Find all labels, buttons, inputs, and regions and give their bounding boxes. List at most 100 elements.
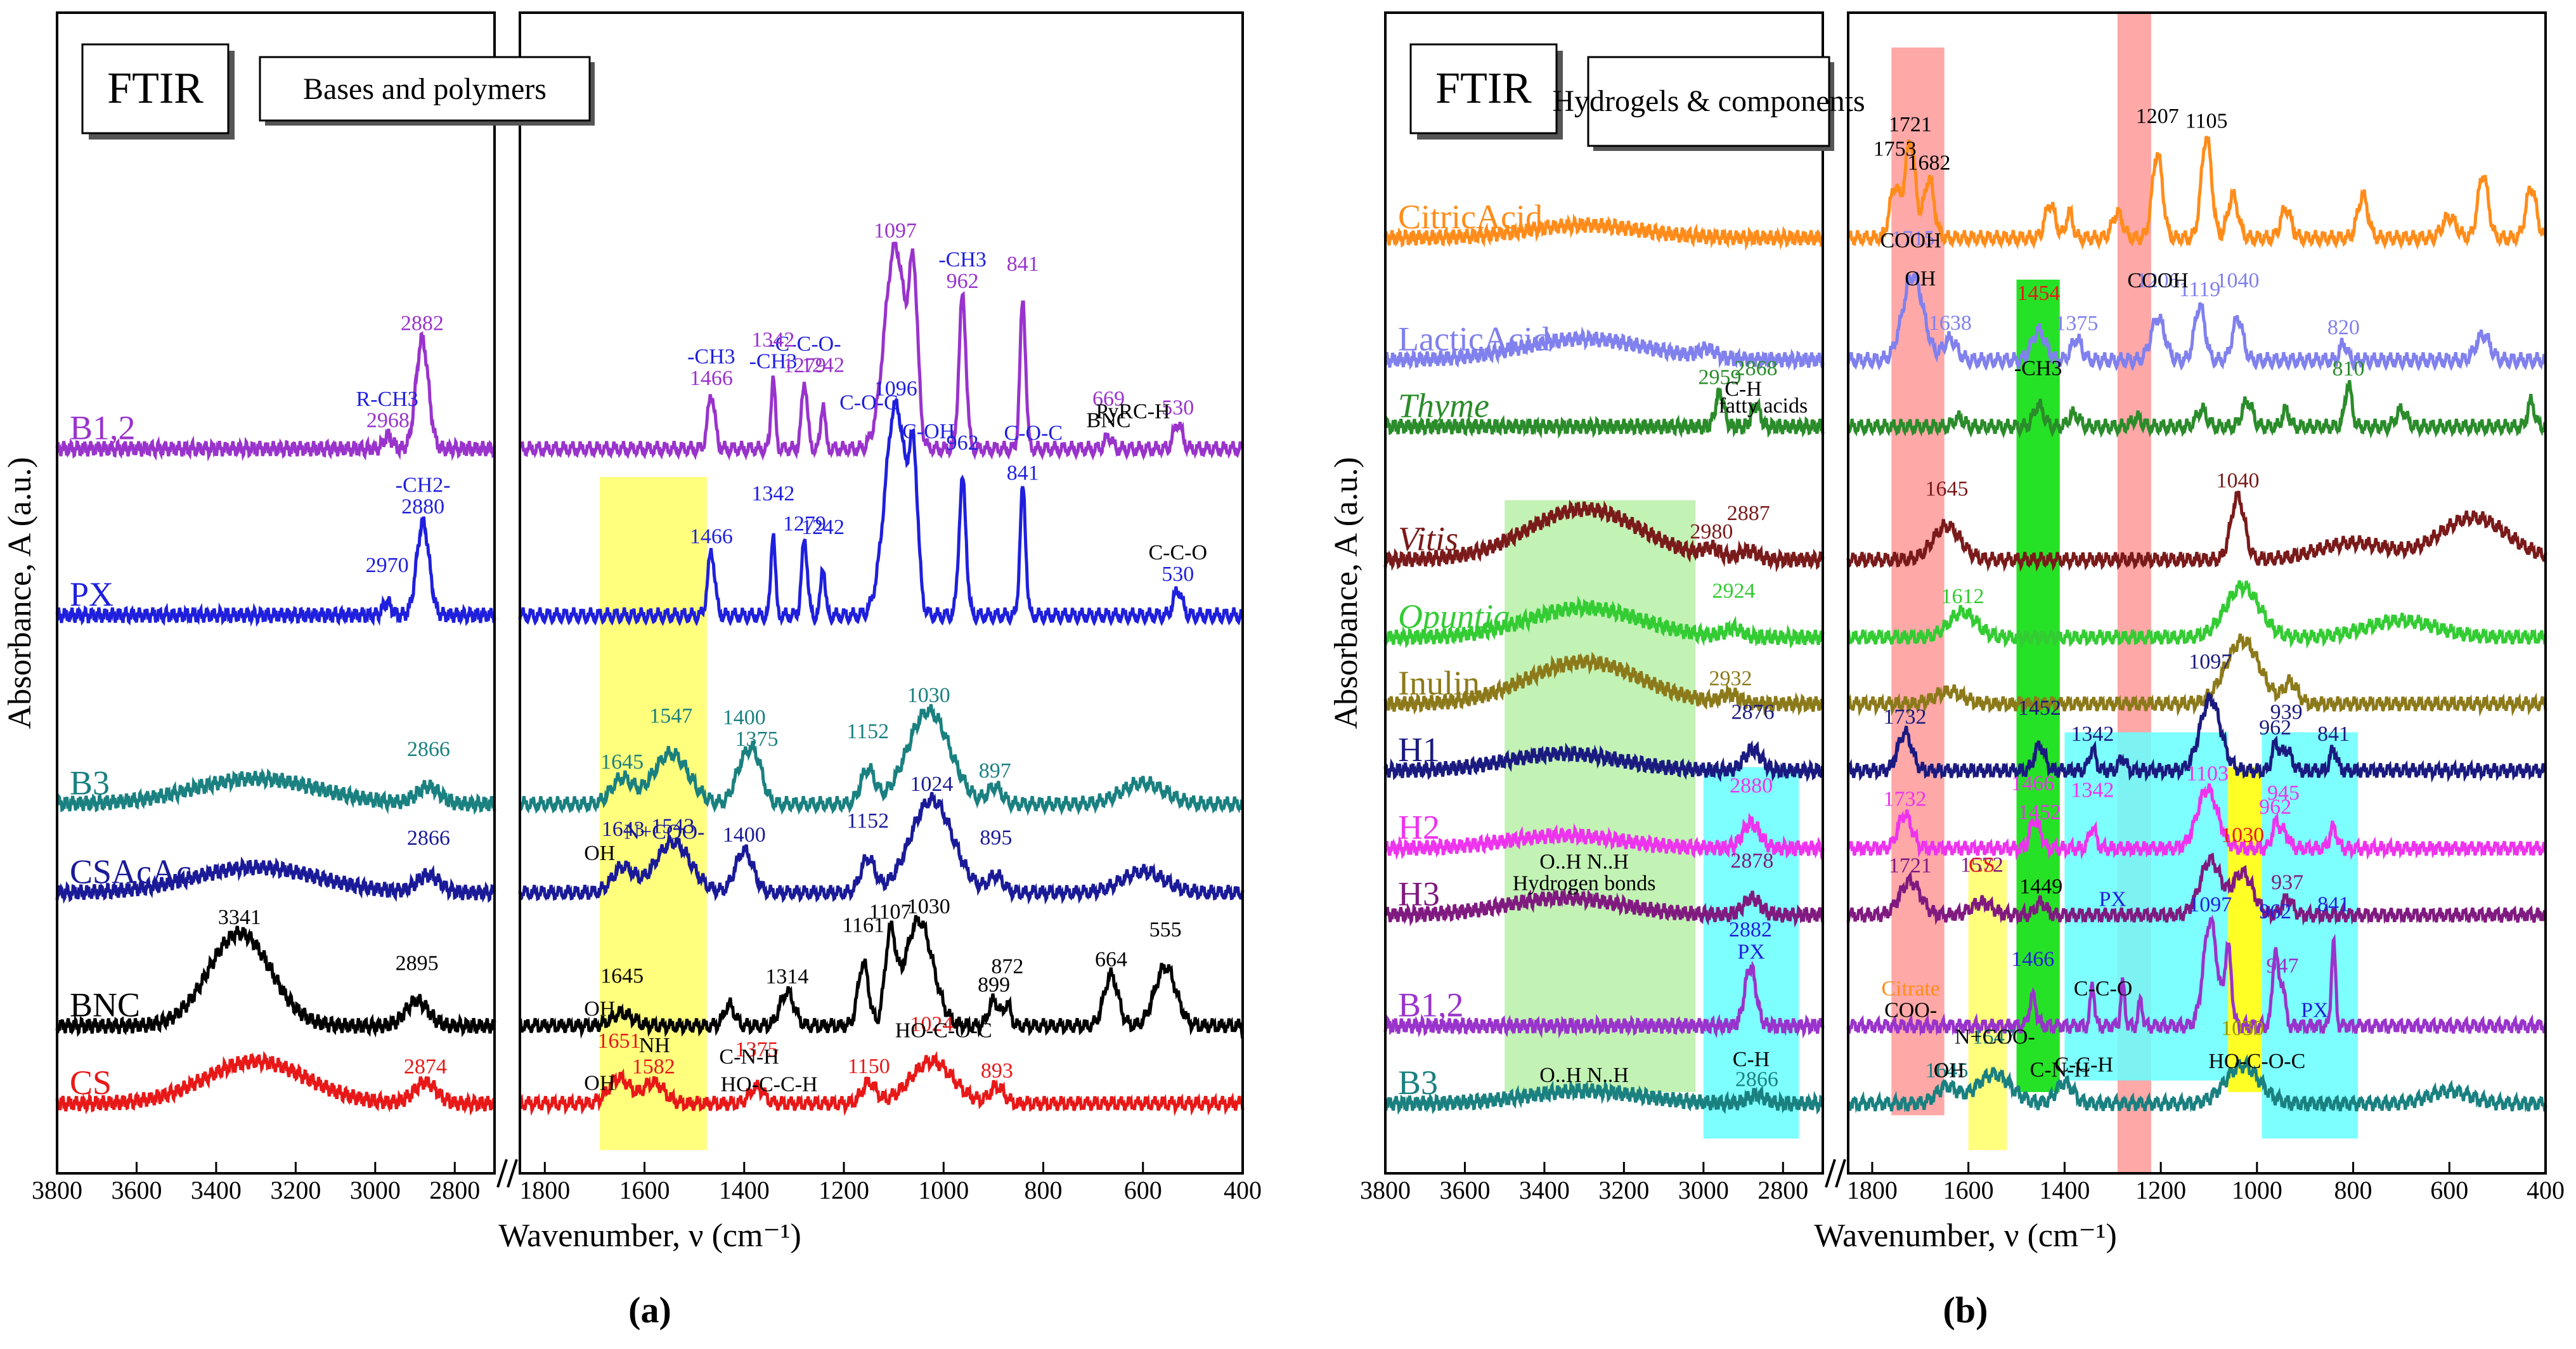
peak-label: 1030 [907, 895, 950, 918]
peak-label: 2866 [407, 826, 450, 850]
peak-label: 1040 [2216, 469, 2259, 493]
series-line-h1 [1846, 692, 2547, 783]
peak-label: N+COO- [1955, 1026, 2035, 1049]
peak-label: 899 [978, 974, 1010, 997]
peak-label: 1342 [751, 328, 794, 351]
peak-label: C-O-C [1004, 421, 1063, 445]
peak-label: -CH3 [2014, 356, 2062, 380]
series-name-label: H2 [1398, 809, 1440, 847]
method-label: FTIR [107, 64, 204, 113]
peak-label: OH [1905, 267, 1936, 290]
peak-label: C-N-H [719, 1045, 779, 1069]
peak-label: -C-C-O- [768, 332, 841, 356]
peak-label: 1375 [735, 1038, 778, 1061]
peak-label: 1449 [2019, 875, 2062, 899]
peak-label: NH [639, 1034, 670, 1057]
plot-frame-right [519, 11, 1244, 1175]
x-tick-label: 1600 [619, 1176, 670, 1204]
plot-frame-left [56, 11, 496, 1175]
peak-label: -CH3 [687, 345, 735, 368]
peak-label: C-H [1733, 1048, 1770, 1071]
x-tick-label: 1800 [519, 1176, 570, 1204]
peak-label: 1645 [1926, 1059, 1969, 1082]
peak-label: 1152 [846, 809, 889, 833]
chart-title: Hydrogels & components [1552, 84, 1865, 118]
peak-label: 1452 [2018, 696, 2061, 720]
series-line-b12 [1383, 960, 1825, 1039]
x-tick-label: 800 [2334, 1176, 2372, 1204]
peak-label: 2866 [407, 738, 450, 761]
series-line-opuntia [1383, 595, 1825, 649]
peak-label: 555 [1149, 918, 1182, 941]
series-name-label: Inulin [1398, 664, 1480, 702]
peak-label: 1242 [801, 516, 845, 539]
x-tick-label: 1800 [1847, 1176, 1898, 1204]
title-box [1587, 56, 1830, 147]
peak-label: 1030 [2221, 823, 2264, 847]
peak-label: 1119 [2179, 278, 2220, 301]
peak-label: 841 [1007, 252, 1039, 276]
peak-label: 1030 [907, 684, 950, 707]
peak-label: 2980 [1690, 520, 1733, 544]
series-line-citricacid [1846, 136, 2547, 251]
peak-label: -CH2- [396, 474, 451, 497]
peak-label: 893 [981, 1059, 1013, 1083]
peak-label: 2970 [366, 554, 409, 577]
ftir-box [1409, 43, 1558, 134]
peak-label: 669 [1092, 388, 1125, 411]
series-line-inulin [1383, 651, 1825, 716]
series-name-label: LacticAcid [1398, 320, 1550, 358]
x-tick-label: 3200 [1598, 1176, 1649, 1204]
peak-label: COOH [2127, 269, 2188, 292]
highlight-band [1703, 767, 1799, 1139]
highlight-band [1891, 47, 1945, 1116]
plot-frame-left [1384, 11, 1824, 1175]
axis-break-mark [496, 1159, 518, 1188]
peak-label: 1096 [874, 377, 917, 400]
highlight-band [1505, 500, 1696, 1092]
x-tick-label: 800 [1025, 1176, 1063, 1204]
series-line-h1 [1383, 740, 1824, 783]
peak-label: 1400 [723, 706, 766, 729]
peak-label: 1645 [600, 750, 644, 774]
series-name-label: Opuntia [1398, 597, 1510, 635]
highlight-band [599, 477, 707, 1150]
peak-label: 1097 [874, 219, 917, 242]
peak-label: OH [584, 842, 615, 865]
peak-label: 1651 [597, 1029, 640, 1053]
chart-title: Bases and polymers [303, 72, 547, 106]
x-tick-label: 2800 [429, 1176, 480, 1204]
peak-label: Hydrogen bonds [1513, 872, 1656, 896]
peak-label: 962 [947, 270, 979, 293]
peak-label: HO-C-O-C [2208, 1050, 2305, 1073]
x-tick-label: 1400 [719, 1176, 770, 1204]
peak-label: 1572 [1960, 854, 2003, 877]
series-name-label: H1 [1398, 731, 1440, 769]
peak-label: 1097 [2189, 893, 2232, 916]
peak-label: 2887 [1727, 502, 1770, 525]
peak-label: 962 [947, 431, 979, 455]
peak-label: 1161 [842, 914, 884, 937]
series-line-csacac [55, 856, 496, 904]
peak-label: 1452 [2018, 800, 2061, 824]
highlight-band [2016, 279, 2060, 1092]
series-name-label: H3 [1398, 875, 1440, 913]
x-axis-label: Wavenumber, ν (cm⁻¹) [498, 1218, 801, 1254]
series-line-citricacid [1383, 213, 1825, 251]
peak-label: 1342 [2071, 722, 2114, 746]
y-axis-label: Absorbance, A (a.u.) [2, 457, 38, 729]
series-line-h2 [1383, 812, 1825, 861]
peak-label: 2968 [366, 409, 410, 433]
peak-label: 1732 [1884, 787, 1927, 811]
title-box [259, 56, 591, 122]
peak-label: 2924 [1712, 579, 1755, 603]
peak-label: C-OH [902, 420, 955, 443]
peak-label: Citrate [1881, 977, 1940, 1001]
peak-label: -CH3 [938, 248, 987, 271]
series-line-csacac [518, 792, 1245, 905]
peak-label: 2882 [401, 312, 444, 336]
peak-label: 2882 [1729, 918, 1772, 941]
peak-label: 1242 [801, 353, 845, 377]
peak-label: 1612 [1941, 585, 1984, 608]
